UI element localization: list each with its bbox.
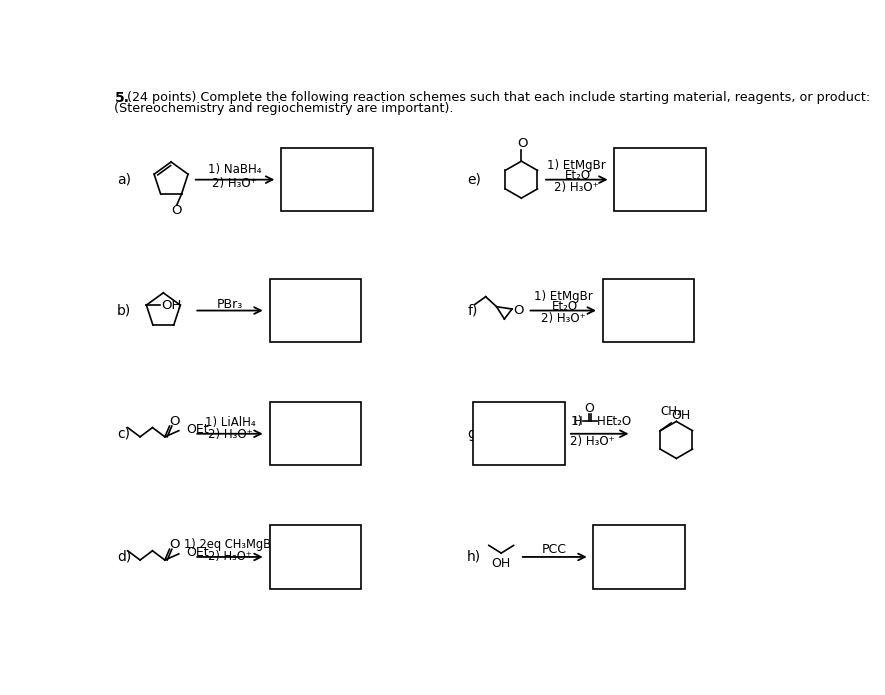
Text: 2) H₃O⁺: 2) H₃O⁺ <box>208 550 252 564</box>
Text: OH: OH <box>672 409 691 422</box>
Bar <box>473 402 565 466</box>
Text: O: O <box>169 415 180 428</box>
Bar <box>614 148 706 211</box>
Text: 1) LiAlH₄: 1) LiAlH₄ <box>204 416 255 430</box>
Text: 1) 2eq CH₃MgBr: 1) 2eq CH₃MgBr <box>184 538 276 551</box>
Text: OEt: OEt <box>187 546 209 559</box>
Text: b): b) <box>117 304 131 318</box>
Text: a): a) <box>117 172 131 187</box>
Text: 2) H₃O⁺: 2) H₃O⁺ <box>212 177 257 190</box>
Bar <box>281 148 373 211</box>
Text: OH: OH <box>161 299 181 311</box>
Text: O: O <box>585 402 595 415</box>
Text: (Stereochemistry and regiochemistry are important).: (Stereochemistry and regiochemistry are … <box>114 102 454 115</box>
Text: d): d) <box>117 550 131 564</box>
Text: O: O <box>513 304 524 317</box>
Text: H: H <box>596 415 605 428</box>
Text: e): e) <box>467 172 481 187</box>
Text: PCC: PCC <box>543 543 567 556</box>
Bar <box>270 525 361 589</box>
Text: 5.: 5. <box>114 91 129 105</box>
Text: c): c) <box>117 427 130 441</box>
Text: OH: OH <box>491 557 511 571</box>
Text: 2) H₃O⁺: 2) H₃O⁺ <box>554 181 599 194</box>
Text: 1): 1) <box>570 415 582 428</box>
Text: h): h) <box>467 550 481 564</box>
Text: O: O <box>171 204 181 218</box>
Bar <box>594 525 685 589</box>
Text: 1) NaBH₄: 1) NaBH₄ <box>208 163 261 176</box>
Text: H: H <box>574 415 583 428</box>
Text: 2) H₃O⁺: 2) H₃O⁺ <box>541 312 586 325</box>
Text: O: O <box>169 538 180 551</box>
Text: (24 points) Complete the following reaction schemes such that each include start: (24 points) Complete the following react… <box>123 91 870 104</box>
Text: CH₂: CH₂ <box>660 404 682 418</box>
Text: 1) EtMgBr: 1) EtMgBr <box>547 159 605 172</box>
Bar <box>270 279 361 342</box>
Text: PBr₃: PBr₃ <box>217 298 243 311</box>
Bar <box>270 402 361 466</box>
Text: 2) H₃O⁺: 2) H₃O⁺ <box>570 435 615 448</box>
Bar <box>603 279 694 342</box>
Text: g): g) <box>467 427 481 441</box>
Text: Et₂O: Et₂O <box>551 300 578 313</box>
Text: OEt: OEt <box>187 423 209 436</box>
Text: Et₂O: Et₂O <box>565 170 591 182</box>
Text: f): f) <box>467 304 478 318</box>
Text: Et₂O: Et₂O <box>606 415 632 428</box>
Text: 2) H₃O⁺: 2) H₃O⁺ <box>208 428 252 441</box>
Text: 1) EtMgBr: 1) EtMgBr <box>534 291 593 303</box>
Text: O: O <box>518 137 528 150</box>
